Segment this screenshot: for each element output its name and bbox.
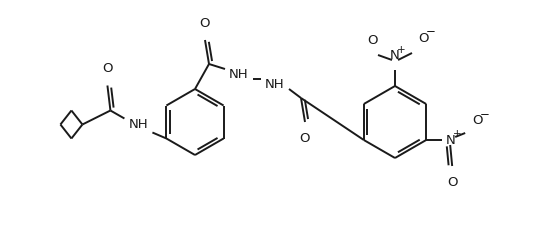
Text: NH: NH	[128, 118, 148, 131]
Text: O: O	[447, 176, 457, 189]
Text: O: O	[102, 62, 113, 76]
Text: O: O	[200, 17, 210, 30]
Text: −: −	[480, 108, 490, 121]
Text: N: N	[446, 134, 455, 146]
Text: O: O	[418, 32, 429, 45]
Text: O: O	[472, 114, 483, 127]
Text: +: +	[453, 129, 461, 139]
Text: O: O	[300, 132, 310, 145]
Text: −: −	[426, 25, 436, 38]
Text: NH: NH	[265, 78, 285, 90]
Text: N: N	[390, 49, 400, 62]
Text: +: +	[397, 45, 405, 55]
Text: O: O	[367, 34, 377, 47]
Text: NH: NH	[229, 68, 249, 80]
